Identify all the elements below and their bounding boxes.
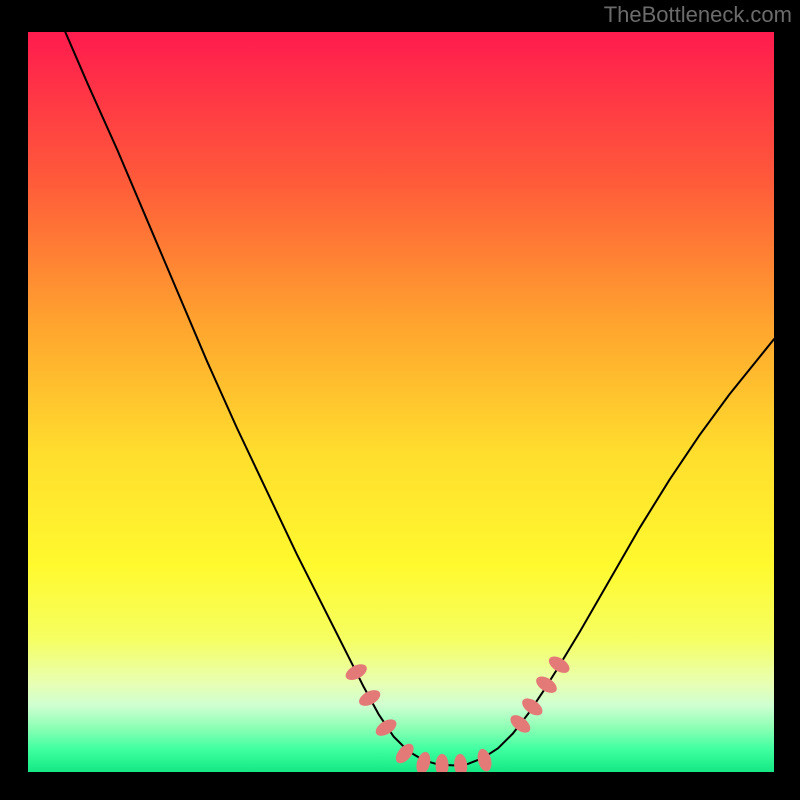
curve-marker [546,653,572,676]
curve-marker [373,716,399,739]
curve-marker [533,673,559,696]
watermark-text: TheBottleneck.com [604,2,792,28]
chart-svg [28,32,774,772]
curve-marker [343,661,369,683]
curve-marker [356,687,382,709]
curve-marker [453,753,468,772]
curve-marker [475,747,494,772]
curve-marker [414,750,433,772]
plot-area [28,32,774,772]
curve-marker [507,712,533,736]
v-curve [65,32,774,765]
chart-stage: TheBottleneck.com [0,0,800,800]
curve-marker [436,754,449,772]
curve-marker [519,695,545,719]
